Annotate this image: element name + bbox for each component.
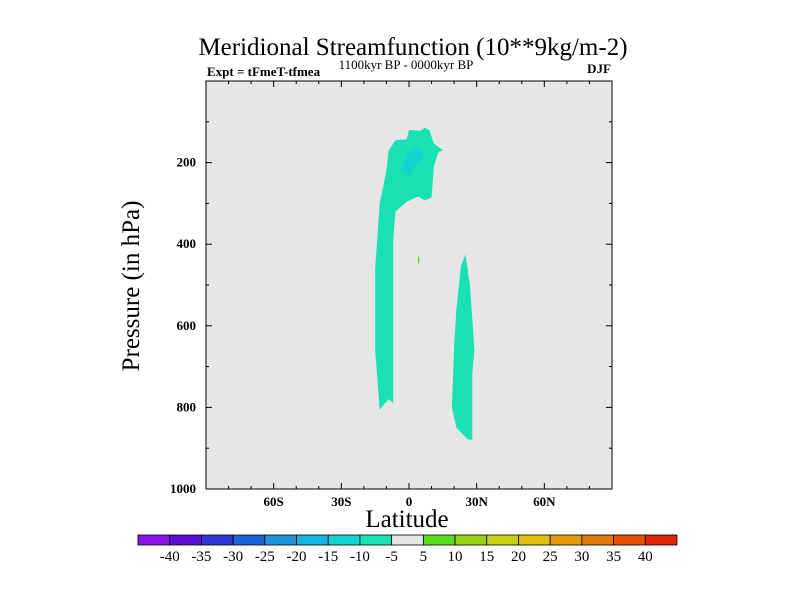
x-tick-label: 0 [406, 494, 413, 509]
colorbar-swatch [644, 534, 678, 546]
southern-upper-cell [375, 127, 443, 410]
colorbar-label: 25 [543, 549, 558, 565]
colorbar-swatch [232, 534, 266, 546]
colorbar-label: 5 [420, 549, 428, 565]
colorbar-swatch [454, 534, 488, 546]
colorbar-label: -40 [160, 549, 180, 565]
contour-features [375, 127, 475, 440]
colorbar-swatch [391, 534, 424, 546]
colorbar-label: -5 [385, 549, 398, 565]
colorbar-swatch [264, 534, 297, 546]
x-ticks: 60S 30S 0 30N 60N [205, 81, 613, 509]
colorbar-swatch [422, 534, 456, 546]
colorbar-swatch [581, 534, 614, 546]
colorbar-label: -35 [191, 549, 211, 565]
colorbar-swatch [296, 534, 329, 546]
colorbar-swatch [613, 534, 646, 546]
northern-lower-cell [451, 254, 475, 440]
colorbar-swatch [201, 534, 234, 546]
colorbar-swatch [137, 534, 171, 546]
colorbar-label: 30 [574, 549, 589, 565]
x-tick-label: 60S [264, 494, 284, 509]
chart-title: Meridional Streamfunction (10**9kg/m-2) [198, 34, 627, 61]
x-tick-label: 60N [533, 494, 556, 509]
colorbar-swatch [549, 534, 583, 546]
positive-spot [418, 254, 420, 265]
colorbar-swatch [169, 534, 202, 546]
core-minimum [402, 148, 423, 176]
colorbar-label: 40 [638, 549, 653, 565]
colorbar-label: -10 [350, 549, 370, 565]
colorbar-label: -25 [255, 549, 275, 565]
colorbar-label: -20 [287, 549, 307, 565]
colorbar-label: -30 [223, 549, 243, 565]
x-tick-label: 30N [465, 494, 488, 509]
x-axis-label: Latitude [365, 506, 448, 533]
colorbar-swatch [486, 534, 519, 546]
x-tick-label: 30S [331, 494, 351, 509]
y-ticks: 200 400 600 800 1000 [170, 121, 612, 496]
y-tick-label: 600 [177, 318, 197, 333]
y-axis-label: Pressure (in hPa) [118, 201, 145, 372]
y-tick-label: 200 [177, 155, 197, 170]
period-label: 1100kyr BP - 0000kyr BP [339, 57, 474, 72]
colorbar-label: 35 [606, 549, 621, 565]
season-label: DJF [587, 61, 611, 76]
colorbar-swatch [518, 534, 551, 546]
colorbar-swatch [359, 534, 393, 546]
y-tick-label: 400 [177, 236, 197, 251]
colorbar-label: -15 [318, 549, 338, 565]
colorbar-label: 10 [448, 549, 463, 565]
expt-label: Expt = tFmeT-tfmea [207, 64, 321, 79]
colorbar-label: 15 [479, 549, 494, 565]
y-tick-label: 1000 [170, 481, 196, 496]
colorbar-swatch [327, 534, 361, 546]
colorbar-label: 20 [511, 549, 526, 565]
colorbar: -40 -35 -30 -25 -20 -15 -10 -5 5 10 15 20 25 30 35 40 [137, 534, 678, 565]
y-tick-label: 800 [177, 399, 197, 414]
